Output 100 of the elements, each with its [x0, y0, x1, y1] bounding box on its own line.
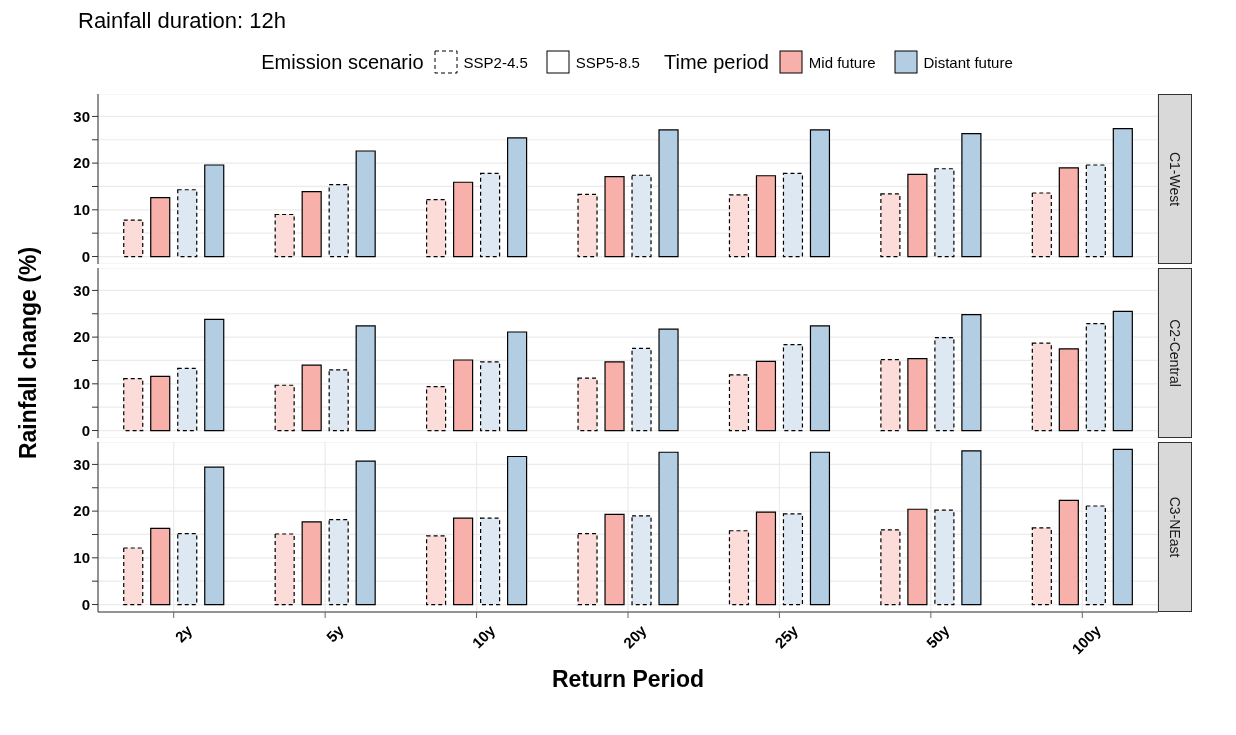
bar [301, 191, 322, 258]
bar [1058, 499, 1079, 606]
bar [934, 509, 955, 606]
bar [177, 367, 198, 432]
bar [1031, 342, 1052, 432]
bar [1085, 164, 1106, 258]
bar [961, 133, 982, 258]
y-tick-label: 0 [81, 421, 90, 439]
bar [328, 369, 349, 432]
bar [755, 175, 777, 258]
bar [301, 364, 322, 432]
bar [274, 533, 295, 606]
bar [782, 172, 804, 258]
bar [907, 358, 928, 432]
bar [961, 450, 982, 606]
bar [1112, 310, 1133, 432]
bar [480, 361, 501, 432]
bar [274, 213, 295, 258]
bar [177, 189, 198, 258]
bar [658, 328, 679, 432]
bar [880, 193, 901, 258]
bar [631, 347, 652, 432]
bar [480, 172, 501, 258]
bar [961, 314, 982, 432]
bar [150, 197, 171, 258]
y-tick-label: 30 [73, 107, 90, 125]
bar [1085, 322, 1106, 432]
text: Distant future [923, 53, 1013, 71]
bar [907, 508, 928, 606]
bar [453, 517, 474, 606]
x-tick-label: 10y [468, 621, 499, 652]
bar [123, 547, 144, 606]
y-tick-label: 20 [73, 502, 90, 520]
bar [809, 451, 831, 606]
bar [507, 137, 528, 258]
bar [426, 535, 447, 606]
text: Emission scenario [261, 50, 424, 74]
bar [1031, 192, 1052, 258]
bar [1085, 505, 1106, 606]
y2-axis-title: C1-West [1167, 151, 1183, 207]
bar [631, 174, 652, 258]
text: Mid future [808, 53, 876, 71]
bar [453, 181, 474, 258]
y-tick-label: 20 [73, 328, 90, 346]
y-tick-label: 20 [73, 154, 90, 172]
x-tick-label: 5y [322, 621, 348, 646]
bar [577, 377, 598, 432]
bar [782, 513, 804, 606]
bar [328, 518, 349, 606]
bar [480, 517, 501, 606]
bar [355, 325, 376, 432]
bar [1058, 167, 1079, 258]
bar [809, 325, 831, 432]
y-tick-label: 10 [73, 549, 90, 567]
bar [728, 374, 750, 432]
bar [728, 194, 750, 258]
text: Time period [663, 50, 769, 74]
y2-axis-title: C2-Central [1167, 319, 1183, 387]
bar [507, 331, 528, 432]
bar [907, 173, 928, 258]
bar [658, 451, 679, 606]
y-tick-label: 10 [73, 201, 90, 219]
bar [658, 129, 679, 258]
bar [177, 532, 198, 606]
bar [880, 529, 901, 606]
bar [328, 184, 349, 258]
bar [604, 513, 625, 606]
bar [150, 527, 171, 606]
y-tick-label: 30 [73, 281, 90, 299]
bar [204, 318, 225, 432]
y-tick-label: 10 [73, 375, 90, 393]
bar [1112, 448, 1133, 606]
bar [809, 129, 831, 258]
bar [782, 343, 804, 432]
bar [604, 361, 625, 432]
bar [577, 532, 598, 606]
bar [1031, 527, 1052, 606]
bar [604, 176, 625, 258]
bar [426, 386, 447, 432]
bar [755, 360, 777, 432]
bar [355, 460, 376, 606]
bar [934, 168, 955, 258]
chart-title: Rainfall duration: 12h [78, 8, 287, 35]
bar [453, 359, 474, 432]
bar [1058, 348, 1079, 432]
x-tick-label: 20y [619, 621, 651, 652]
bar [123, 219, 144, 258]
bar [204, 164, 225, 258]
y-tick-label: 30 [73, 455, 90, 473]
x-axis-title: Return Period [550, 666, 706, 693]
bar [577, 193, 598, 258]
text: SSP5-8.5 [575, 53, 640, 71]
y2-axis-title: C3-NEast [1167, 496, 1183, 558]
text: SSP2-4.5 [463, 53, 528, 71]
x-tick-label: 25y [771, 621, 802, 652]
bar [150, 375, 171, 432]
bar [755, 511, 777, 606]
bar [301, 521, 322, 606]
bar [426, 198, 447, 258]
y-tick-label: 0 [81, 595, 90, 613]
